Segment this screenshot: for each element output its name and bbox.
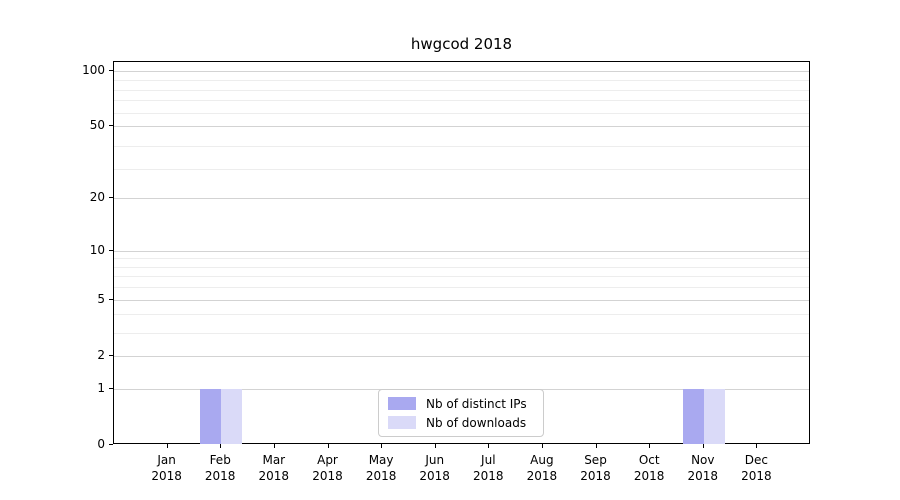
gridline-minor [114,100,809,102]
y-tick-mark [109,354,113,356]
x-tick-month: Aug [530,453,554,467]
gridline-major [114,250,809,252]
x-tick-month: Nov [691,453,715,467]
x-tick-mark [273,444,275,448]
y-tick-mark [109,125,113,126]
x-tick-label: Sep 2018 [568,452,624,484]
y-tick-label: 0 [97,437,105,451]
gridline-minor [114,169,809,171]
x-tick-label: Nov 2018 [675,452,731,484]
x-tick-label: Apr 2018 [300,452,356,484]
x-tick-month: Jan [157,453,176,467]
x-tick-label: Oct 2018 [621,452,677,484]
legend-swatch-distinct-ips [388,397,416,410]
x-tick-mark [488,444,490,448]
x-tick-label: Jul 2018 [460,452,516,484]
x-tick-label: Aug 2018 [514,452,570,484]
x-tick-year: 2018 [258,469,290,483]
x-tick-mark [595,444,597,448]
x-tick-mark [166,444,168,448]
legend-item-downloads: Nb of downloads [388,415,534,431]
x-tick-mark [756,444,758,448]
x-tick-year: 2018 [151,469,182,483]
gridline-major [114,126,809,127]
legend-label-distinct-ips: Nb of distinct IPs [426,396,527,411]
gridline-minor [114,145,809,147]
x-tick-month: Jul [481,453,496,467]
bar-downloads-nov [703,388,725,444]
x-tick-year: 2018 [419,469,450,483]
y-tick-label: 50 [89,118,105,132]
chart-title: hwgcod 2018 [410,35,513,53]
y-tick-mark [109,197,113,198]
bar-distinct-ips-nov [682,388,704,444]
x-tick-year: 2018 [687,469,719,483]
legend-label-downloads: Nb of downloads [426,415,527,430]
x-tick-mark [541,444,543,448]
bar-downloads-feb [221,388,243,444]
y-tick-mark [109,69,113,71]
y-tick-mark [109,249,113,251]
x-tick-mark [649,444,651,448]
x-tick-month: Apr [317,453,338,467]
x-tick-label: May 2018 [353,452,409,484]
gridline-minor [114,287,809,289]
x-tick-year: 2018 [580,469,611,483]
x-tick-month: Feb [209,453,231,467]
x-tick-mark [702,444,704,448]
x-tick-month: May [368,453,394,467]
x-tick-year: 2018 [526,469,558,483]
y-tick-label: 20 [89,190,105,204]
gridline-major [114,355,809,357]
x-tick-mark [434,444,436,448]
x-tick-mark [327,444,329,448]
legend-item-distinct-ips: Nb of distinct IPs [388,396,534,412]
y-tick-label: 5 [97,291,105,306]
y-tick-mark [109,298,113,300]
y-tick-label: 2 [97,347,105,362]
y-tick-label: 100 [82,62,105,77]
x-tick-month: Jun [425,453,445,467]
x-tick-year: 2018 [204,469,236,483]
x-tick-year: 2018 [312,469,343,483]
gridline-minor [114,258,809,260]
x-tick-month: Mar [262,453,286,467]
bar-distinct-ips-feb [200,388,222,444]
x-tick-year: 2018 [741,469,772,483]
plot-area [113,61,810,444]
gridline-major [114,70,809,72]
gridline-minor [114,276,809,278]
x-tick-label: Jun 2018 [407,452,463,484]
legend: Nb of distinct IPs Nb of downloads [378,389,544,437]
y-tick-mark [109,444,113,445]
gridline-minor [114,79,809,81]
x-tick-label: Mar 2018 [246,452,302,484]
x-tick-month: Sep [584,453,607,467]
gridline-minor [114,266,809,268]
x-tick-label: Feb 2018 [192,452,248,484]
x-tick-month: Dec [744,453,768,467]
x-tick-year: 2018 [365,469,397,483]
y-tick-mark [109,387,113,389]
x-tick-year: 2018 [633,469,665,483]
legend-swatch-downloads [388,416,416,429]
x-tick-month: Oct [638,453,660,467]
gridline-minor [114,89,809,91]
y-tick-label: 10 [89,242,105,257]
x-tick-mark [220,444,222,448]
x-tick-year: 2018 [473,469,504,483]
gridline-major [114,198,809,199]
gridline-major [114,299,809,301]
x-tick-label: Jan 2018 [139,452,195,484]
x-tick-label: Dec 2018 [728,452,784,484]
x-tick-mark [381,444,383,448]
gridline-minor [114,332,809,334]
y-tick-label: 1 [97,380,105,395]
gridline-minor [114,314,809,316]
gridline-minor [114,112,809,114]
